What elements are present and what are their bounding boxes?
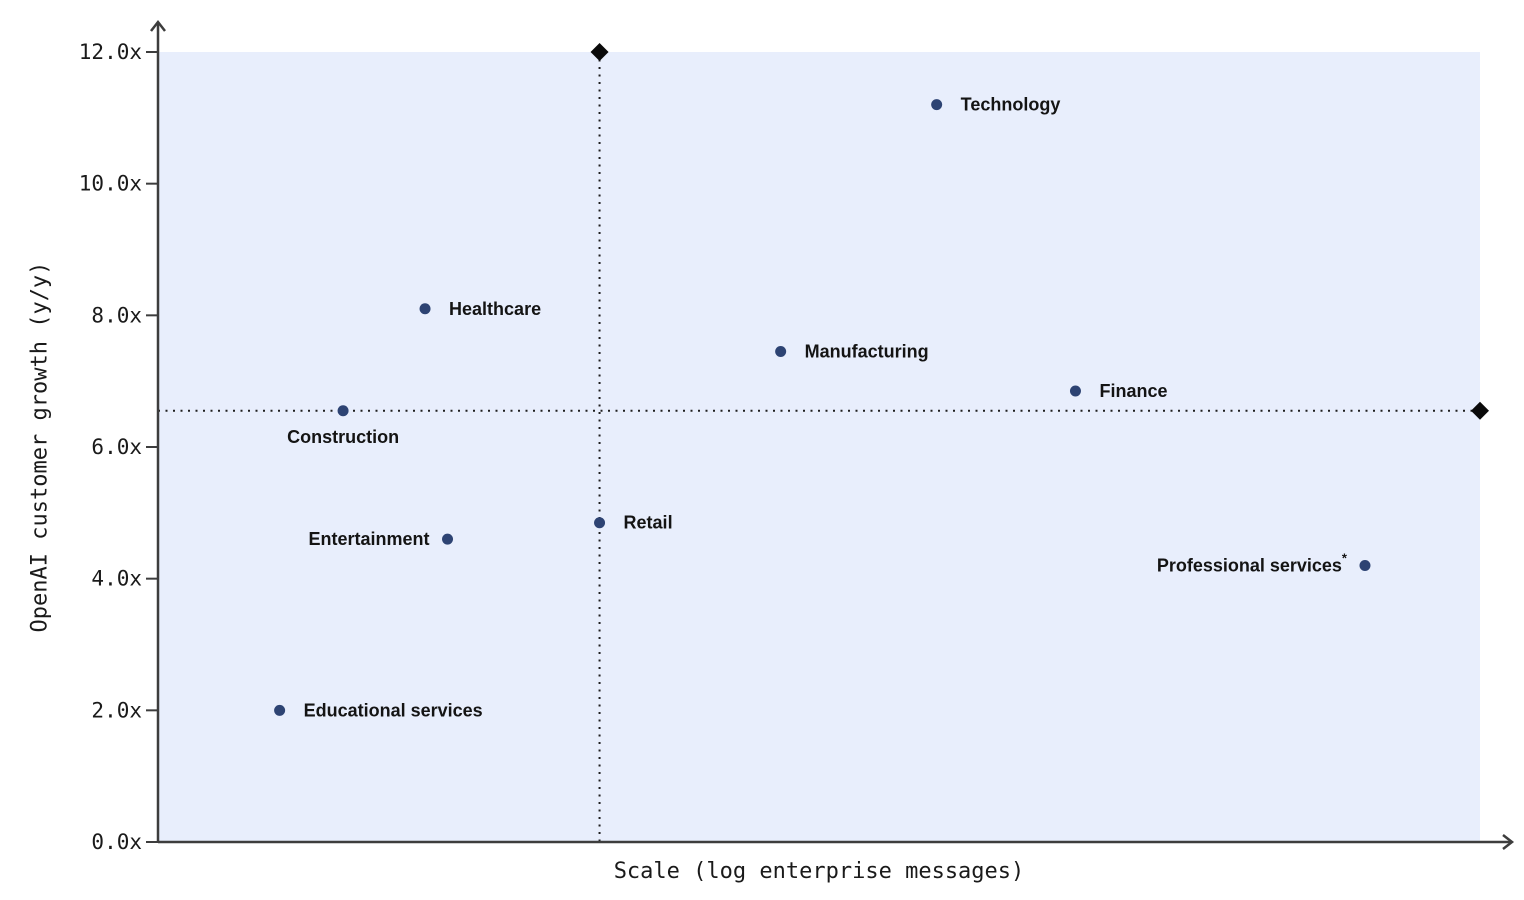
data-point-healthcare — [419, 303, 431, 315]
data-point-label: Healthcare — [449, 299, 541, 319]
y-axis-tick-label: 2.0x — [91, 698, 142, 722]
horizontal-reference-diamond — [1471, 401, 1489, 420]
data-point-professional-services — [1359, 560, 1371, 571]
data-point-label: Construction — [287, 427, 399, 447]
data-point-label: Manufacturing — [805, 342, 929, 362]
data-point-retail — [594, 517, 606, 529]
data-point-construction — [337, 405, 349, 417]
y-axis-title: OpenAI customer growth (y/y) — [27, 261, 53, 633]
data-point-educational-services — [274, 704, 286, 716]
data-point-manufacturing — [775, 346, 787, 358]
y-axis-tick-label: 4.0x — [91, 567, 142, 591]
data-point-label: Entertainment — [308, 529, 429, 549]
data-point-label: Professional services* — [1157, 550, 1348, 576]
vertical-reference-diamond — [590, 43, 609, 61]
data-point-label: Retail — [624, 513, 673, 533]
y-axis-tick-label: 12.0x — [79, 40, 142, 64]
data-point-entertainment — [442, 533, 454, 545]
data-point-finance — [1069, 385, 1081, 397]
data-point-label: Finance — [1099, 381, 1167, 401]
data-point-technology — [931, 99, 943, 111]
data-point-label: Technology — [961, 95, 1061, 115]
x-axis-arrow — [1502, 834, 1515, 850]
y-axis-tick-label: 8.0x — [91, 303, 142, 327]
x-axis-title: Scale (log enterprise messages) — [613, 859, 1025, 884]
y-axis-arrow — [150, 19, 166, 32]
y-axis-tick-label: 0.0x — [91, 830, 142, 854]
y-axis-tick-label: 6.0x — [91, 435, 142, 459]
y-axis-tick-label: 10.0x — [79, 172, 142, 196]
plot-area — [158, 52, 1480, 842]
data-point-label: Educational services — [304, 700, 483, 720]
